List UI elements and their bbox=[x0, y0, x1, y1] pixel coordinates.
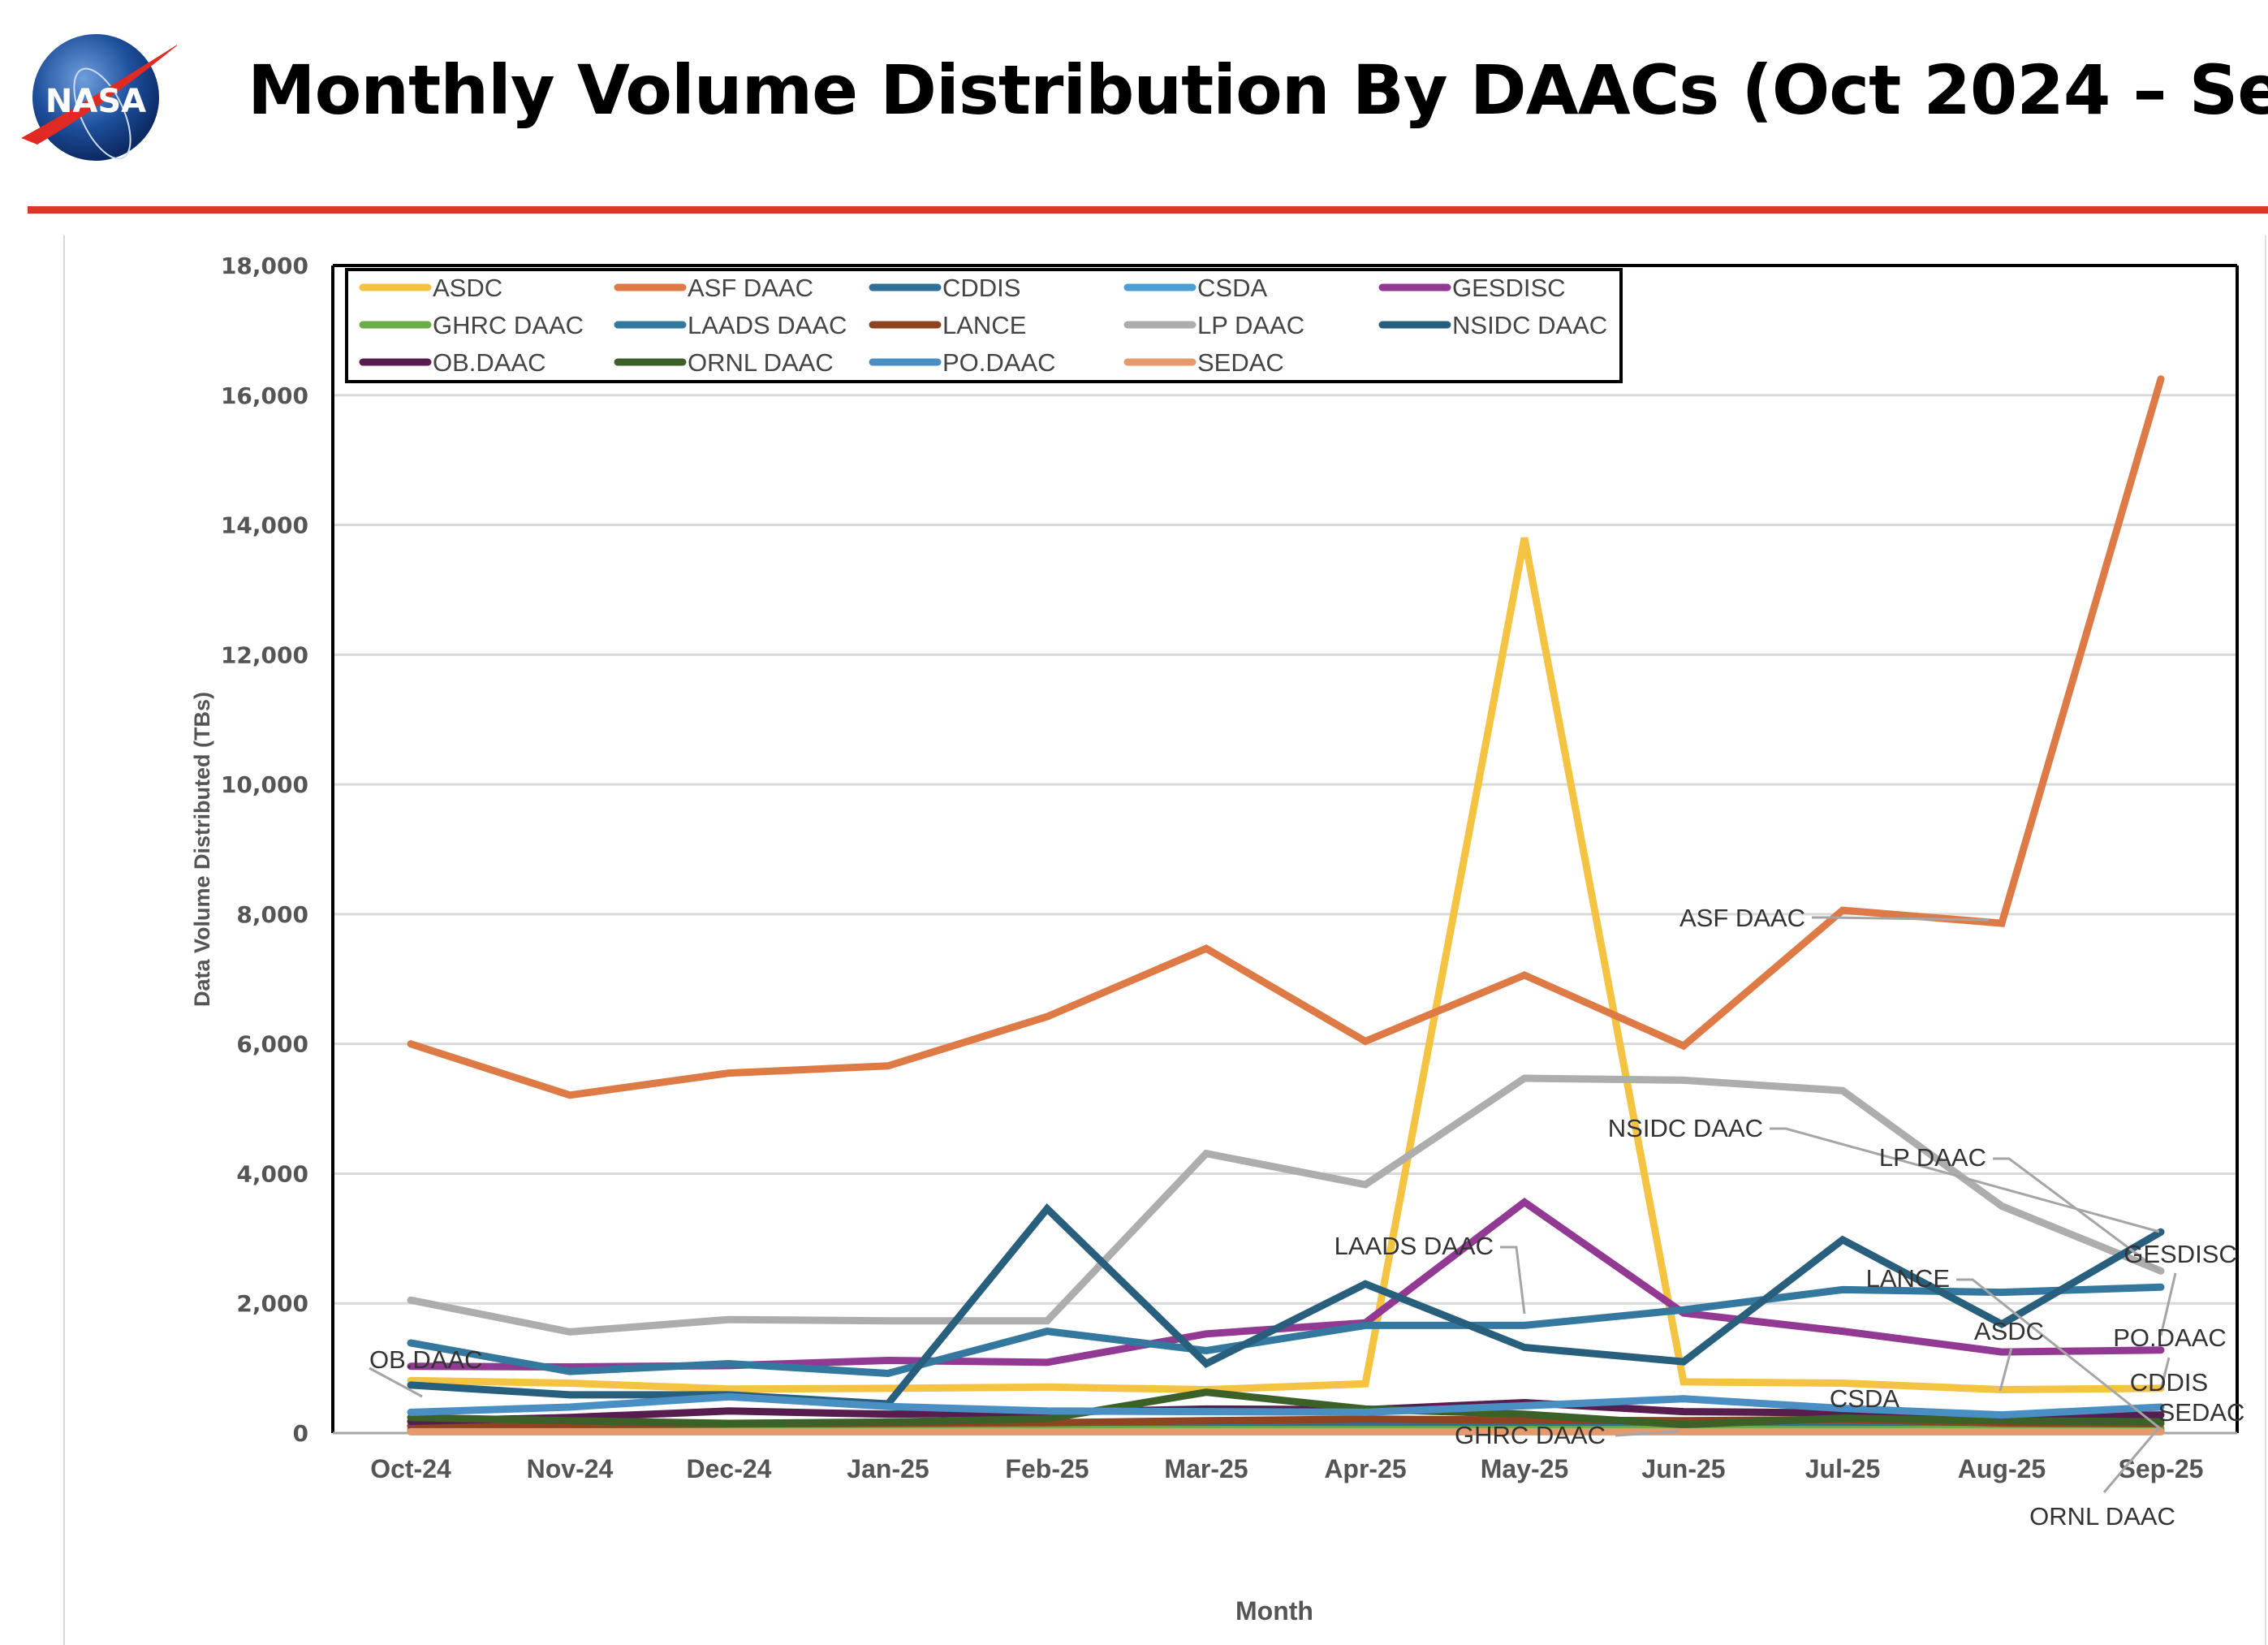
series-line-asdc bbox=[407, 537, 2165, 1394]
annotation-leader-ornl-daac bbox=[2102, 1427, 2161, 1493]
x-tick-label: Mar-25 bbox=[1164, 1454, 1248, 1483]
legend-item-laads-daac[interactable]: LAADS DAAC bbox=[614, 311, 847, 339]
legend-item-po-daac[interactable]: PO.DAAC bbox=[869, 348, 1056, 377]
y-axis-ticks: 0 2,000 4,000 6,000 8,000 10,000 12,000 14,000 1… bbox=[221, 253, 308, 1447]
legend-item-asdc[interactable]: ASDC bbox=[359, 274, 502, 302]
legend-label: OB.DAAC bbox=[433, 348, 546, 377]
x-tick-label: Jan-25 bbox=[847, 1454, 929, 1483]
legend-label: GHRC DAAC bbox=[433, 311, 584, 339]
x-tick-label: May-25 bbox=[1481, 1454, 1569, 1483]
legend-label: NSIDC DAAC bbox=[1452, 311, 1607, 339]
slide-right-border bbox=[2265, 235, 2266, 1645]
page-title: Monthly Volume Distribution By DAACs (Oc… bbox=[248, 50, 2268, 130]
series-line-asf-daac bbox=[407, 375, 2165, 1099]
annotation-label-csda: CSDA bbox=[1830, 1384, 1899, 1413]
x-tick-label: Jul-25 bbox=[1805, 1454, 1880, 1483]
annotation-label-cddis: CDDIS bbox=[2130, 1368, 2208, 1397]
annotation-leader-asf-daac bbox=[1812, 916, 1990, 922]
y-tick-label: 16,000 bbox=[221, 382, 308, 409]
legend-item-lp-daac[interactable]: LP DAAC bbox=[1123, 311, 1304, 339]
annotation-label-nsidc-daac: NSIDC DAAC bbox=[1608, 1114, 1763, 1142]
legend-item-gesdisc[interactable]: GESDISC bbox=[1378, 274, 1566, 302]
series-line-nsidc-daac bbox=[407, 1202, 2165, 1408]
y-axis-title: Data Volume Distributed (TBs) bbox=[190, 692, 214, 1007]
legend-label: PO.DAAC bbox=[942, 348, 1056, 377]
series-line-ornl-daac bbox=[407, 1388, 2165, 1429]
legend-item-ghrc-daac[interactable]: GHRC DAAC bbox=[359, 311, 584, 339]
x-tick-label: Nov-24 bbox=[527, 1454, 614, 1483]
legend-label: LP DAAC bbox=[1197, 311, 1304, 339]
legend: ASDC ASF DAAC CDDIS CSDA GESDISC GHRC DAAC LAA… bbox=[345, 268, 1623, 383]
annotation-label-ob-daac: OB.DAAC bbox=[369, 1345, 483, 1374]
x-axis-ticks: Oct-24 Nov-24 Dec-24 Jan-25 Feb-25 Mar-25 Apr-… bbox=[370, 1454, 2203, 1483]
annotation-label-ghrc-daac: GHRC DAAC bbox=[1455, 1421, 1606, 1449]
legend-label: LANCE bbox=[942, 311, 1026, 339]
annotation-label-asdc: ASDC bbox=[1974, 1317, 2044, 1345]
x-tick-label: Jun-25 bbox=[1641, 1454, 1725, 1483]
annotation-label-lp-daac: LP DAAC bbox=[1879, 1143, 1986, 1172]
annotation-leader-ob-daac bbox=[369, 1367, 423, 1398]
series-lines bbox=[407, 375, 2165, 1436]
legend-item-ornl-daac[interactable]: ORNL DAAC bbox=[614, 348, 834, 377]
annotation-label-ornl-daac: ORNL DAAC bbox=[2029, 1502, 2175, 1531]
x-tick-label: Oct-24 bbox=[370, 1454, 451, 1483]
legend-label: ASDC bbox=[433, 274, 502, 302]
y-tick-label: 6,000 bbox=[236, 1031, 308, 1058]
annotation-label-gesdisc: GESDISC bbox=[2124, 1240, 2237, 1268]
annotation-label-po-daac: PO.DAAC bbox=[2113, 1323, 2227, 1352]
series-line-po-daac bbox=[407, 1392, 2165, 1419]
x-tick-label: Feb-25 bbox=[1005, 1454, 1089, 1483]
legend-label: GESDISC bbox=[1452, 274, 1566, 302]
annotation-leader-nsidc-daac bbox=[1770, 1127, 2160, 1233]
y-tick-label: 2,000 bbox=[236, 1290, 308, 1317]
annotation-leader-lance bbox=[1956, 1278, 2162, 1431]
annotation-label-laads-daac: LAADS DAAC bbox=[1334, 1232, 1494, 1260]
x-tick-label: Dec-24 bbox=[687, 1454, 772, 1483]
legend-label: CDDIS bbox=[942, 274, 1020, 302]
annotation-leader-lp-daac bbox=[1993, 1157, 2160, 1272]
y-tick-label: 14,000 bbox=[221, 512, 308, 539]
title-divider bbox=[28, 206, 2268, 214]
annotation-label-lance: LANCE bbox=[1866, 1264, 1950, 1293]
legend-item-cddis[interactable]: CDDIS bbox=[869, 274, 1020, 302]
annotation-leader-asdc bbox=[1999, 1347, 2013, 1392]
y-tick-label: 18,000 bbox=[221, 253, 308, 279]
annotation-label-asf-daac: ASF DAAC bbox=[1679, 904, 1805, 932]
slide-left-border bbox=[63, 235, 65, 1645]
x-tick-label: Aug-25 bbox=[1958, 1454, 2046, 1483]
legend-label: ASF DAAC bbox=[688, 274, 813, 302]
legend-item-ob-daac[interactable]: OB.DAAC bbox=[359, 348, 546, 377]
series-line-laads-daac bbox=[407, 1283, 2165, 1378]
x-tick-label: Apr-25 bbox=[1324, 1454, 1406, 1483]
y-tick-label: 0 bbox=[293, 1420, 308, 1447]
y-tick-label: 4,000 bbox=[236, 1160, 308, 1187]
legend-item-csda[interactable]: CSDA bbox=[1123, 274, 1267, 302]
y-tick-label: 10,000 bbox=[221, 771, 308, 798]
gridlines bbox=[331, 264, 2239, 1435]
legend-item-asf-daac[interactable]: ASF DAAC bbox=[614, 274, 813, 302]
legend-item-sedac[interactable]: SEDAC bbox=[1123, 348, 1284, 377]
legend-label: CSDA bbox=[1197, 274, 1267, 302]
legend-label: SEDAC bbox=[1197, 348, 1284, 377]
series-line-lp-daac bbox=[407, 1074, 2165, 1336]
annotation-label-sedac: SEDAC bbox=[2158, 1398, 2245, 1427]
y-tick-label: 8,000 bbox=[236, 901, 308, 928]
x-tick-label: Sep-25 bbox=[2119, 1454, 2204, 1483]
legend-item-nsidc-daac[interactable]: NSIDC DAAC bbox=[1378, 311, 1607, 339]
nasa-logo-text: NASA bbox=[45, 83, 146, 120]
annotation-leader-gesdisc bbox=[2159, 1272, 2177, 1336]
legend-item-lance[interactable]: LANCE bbox=[869, 311, 1026, 339]
y-tick-label: 12,000 bbox=[221, 641, 308, 668]
annotation-leader-laads-daac bbox=[1500, 1246, 1526, 1315]
nasa-logo-icon: NASA bbox=[21, 34, 177, 161]
legend-label: ORNL DAAC bbox=[688, 348, 834, 377]
legend-label: LAADS DAAC bbox=[688, 311, 847, 339]
x-axis-title: Month bbox=[1235, 1596, 1313, 1626]
annotation-leader-ghrc-daac bbox=[1615, 1430, 1679, 1437]
annotation-leader-po-daac bbox=[2159, 1357, 2171, 1391]
data-annotations: OB.DAAC LAADS DAAC GHRC DAAC ASF DAAC NSIDC … bbox=[369, 904, 2244, 1531]
